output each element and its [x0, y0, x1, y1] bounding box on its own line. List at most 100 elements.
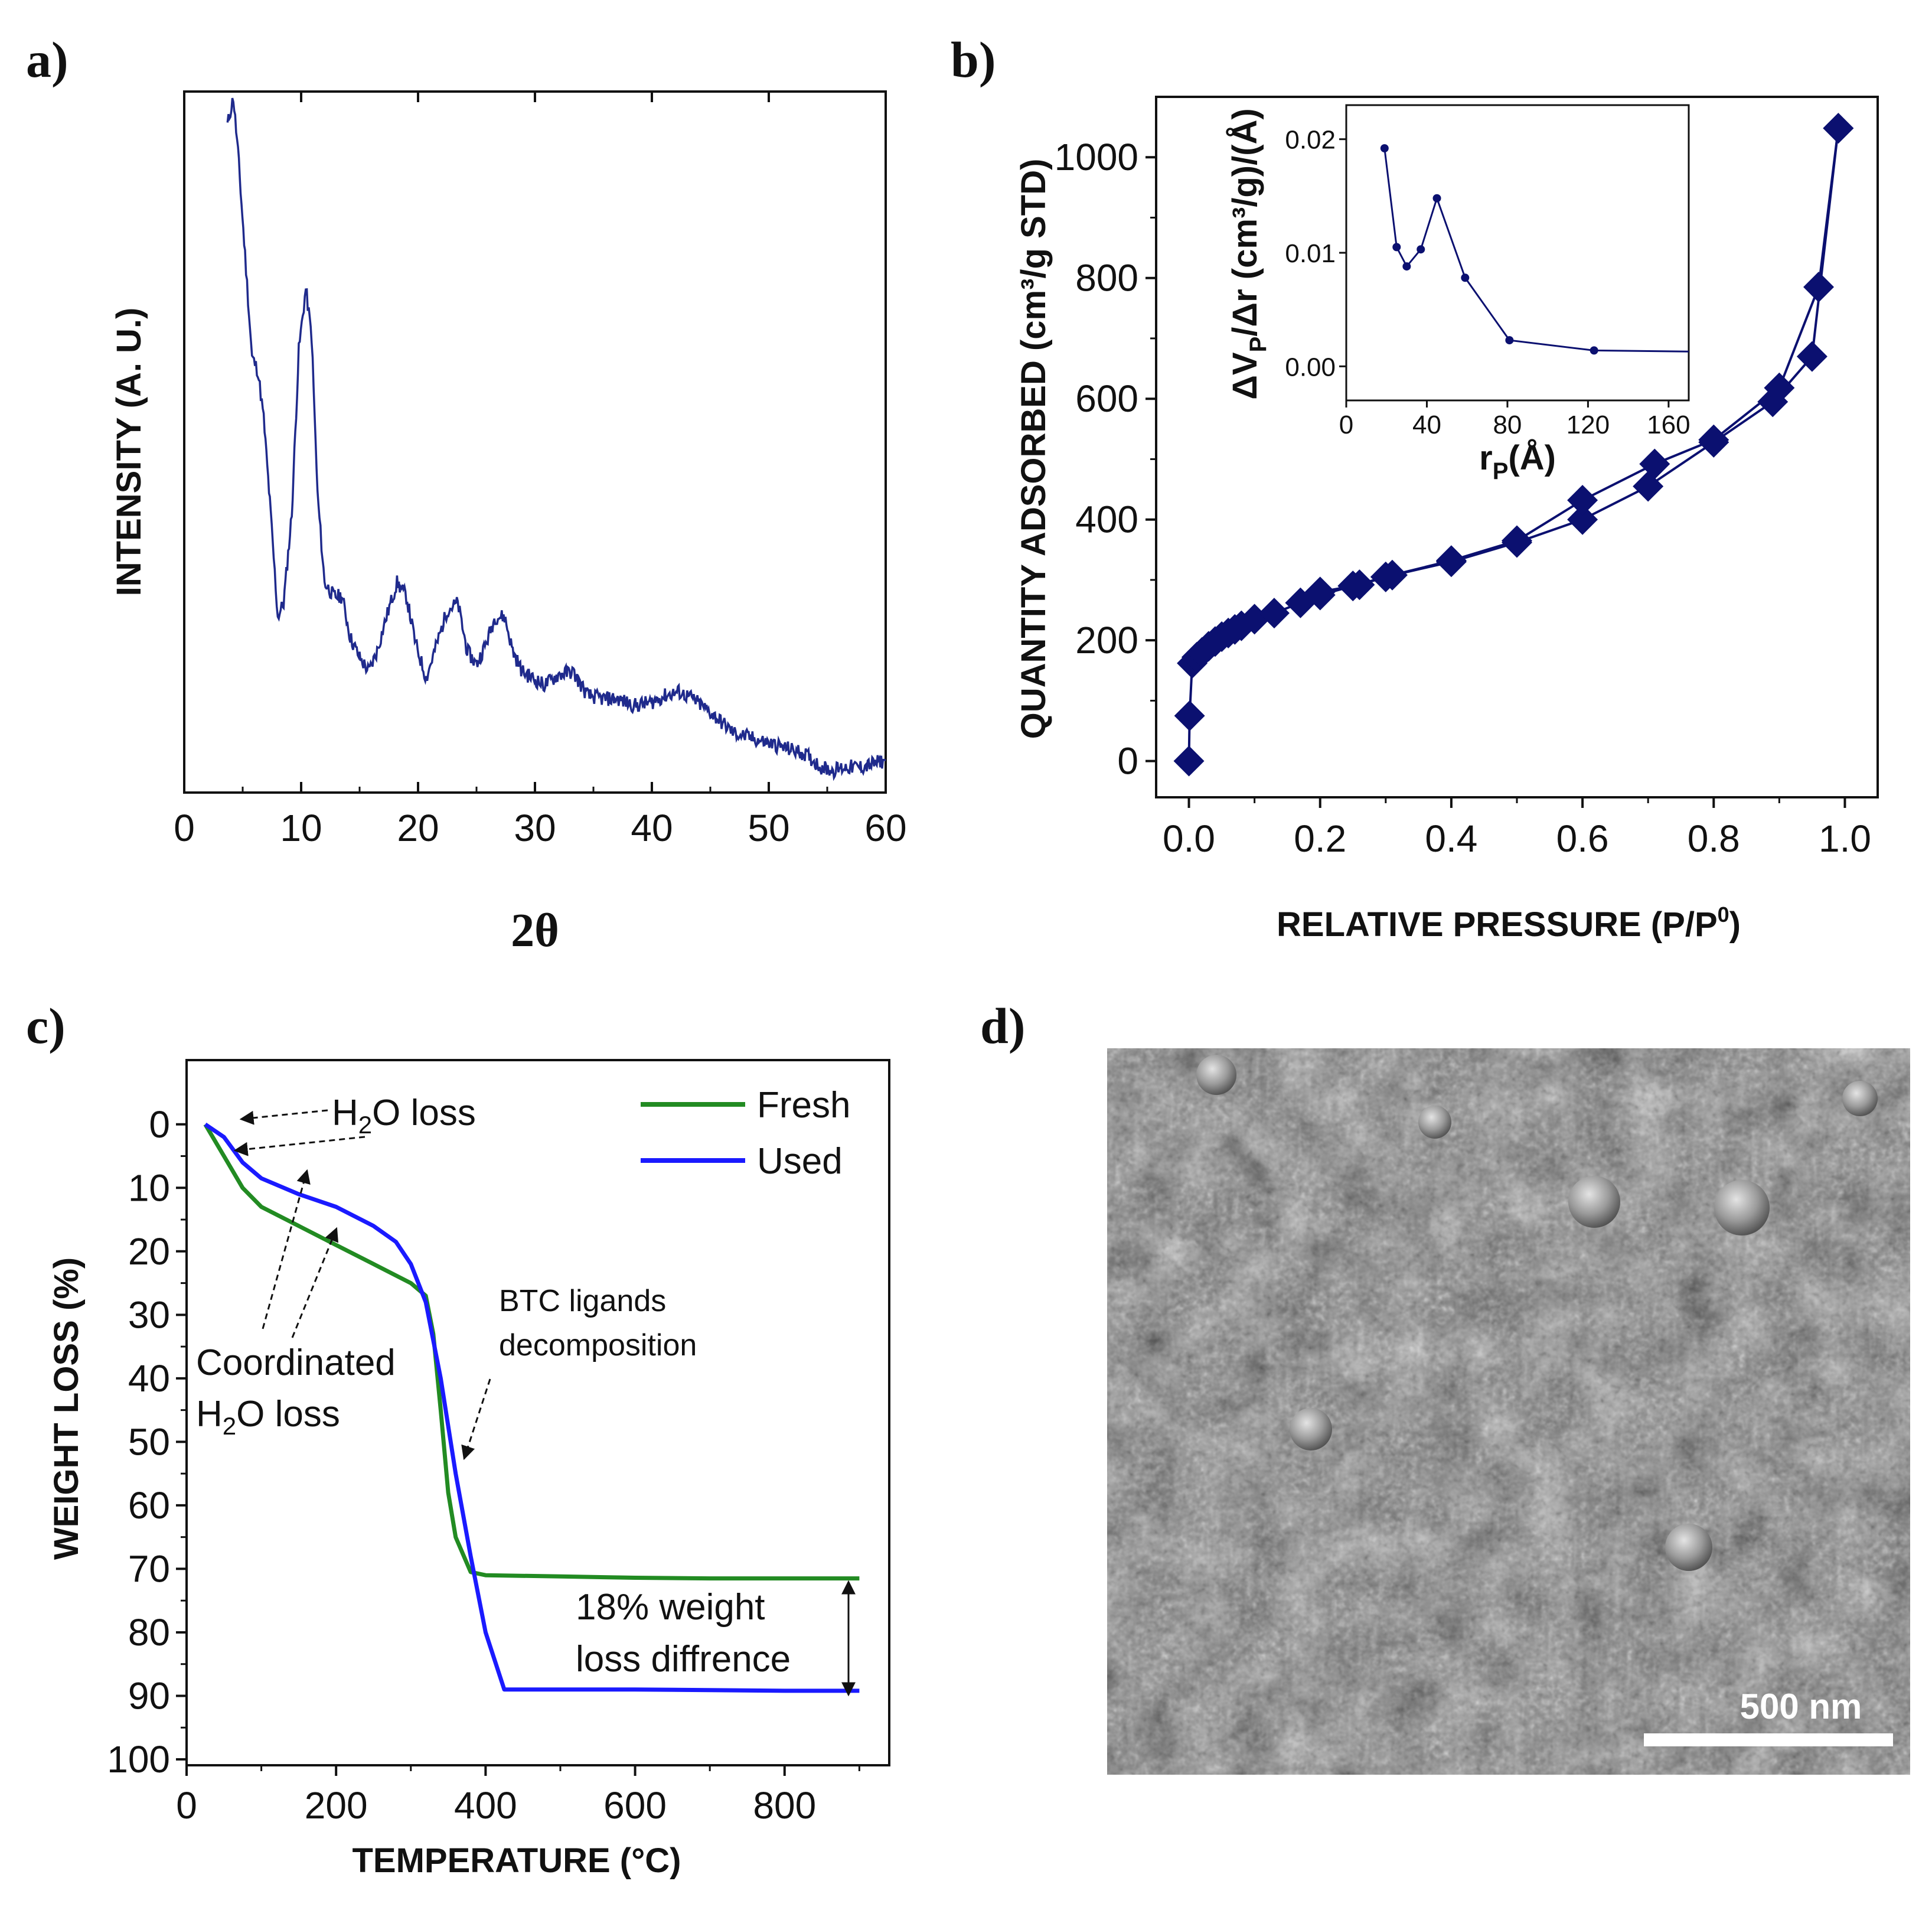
isotherm-desorption-point [1803, 272, 1835, 303]
y-tick-label: 200 [1075, 619, 1138, 661]
x-tick-label: 40 [631, 807, 673, 849]
annotation-diff-line2: loss diffrence [576, 1639, 791, 1680]
isotherm-desorption-point [1502, 525, 1532, 556]
y-tick-label: 70 [128, 1547, 170, 1590]
y-tick-label: 0 [1117, 740, 1138, 783]
pore-distribution-point [1417, 245, 1425, 254]
isotherm-adsorption-point [1633, 471, 1664, 502]
x-tick-label: 0.2 [1294, 817, 1346, 860]
inset-x-axis-title-main: r [1479, 439, 1493, 477]
sem-particle [1196, 1055, 1236, 1095]
inset-x-tick-label: 160 [1647, 410, 1690, 439]
arrow-coordinated-used [262, 1169, 311, 1329]
arrow-btc [461, 1378, 491, 1461]
annotation-btc-line2: decomposition [499, 1328, 697, 1362]
x-tick-label: 600 [603, 1784, 667, 1827]
arrow-h2o-fresh [233, 1136, 365, 1156]
inset-y-axis-title-main: ΔV [1226, 352, 1264, 400]
y-tick-label: 600 [1075, 377, 1138, 420]
isotherm-adsorption-point [1258, 598, 1290, 629]
panel-a-x-ticks: 0 10 20 30 40 50 60 [174, 92, 907, 849]
x-tick-label: 50 [748, 807, 789, 849]
pore-distribution-point [1505, 336, 1514, 345]
annotation-h2o-sub: 2 [358, 1111, 372, 1139]
inset-y-axis-title-end: /Δr (cm³/g)/(Å) [1226, 108, 1264, 336]
isotherm-desorption-point [1304, 576, 1336, 608]
sem-particle [1418, 1106, 1451, 1139]
panel-b-y-axis-title: QUANTITY ADSORBED (cm³/g STD) [1014, 159, 1053, 739]
panel-c-ticks: 0 200 400 600 800 0 10 20 30 40 50 60 70 80 90 100 [107, 1103, 860, 1827]
panel-b-x-axis-title-end: ) [1729, 905, 1741, 944]
panel-a-y-axis-title: INTENSITY (A. U.) [110, 308, 148, 596]
arrow-h2o-used [239, 1109, 328, 1125]
pore-distribution-point [1380, 144, 1389, 153]
x-tick-label: 0.0 [1163, 817, 1215, 860]
panel-d-label: d) [980, 997, 1025, 1054]
isotherm-desorption-point [1376, 559, 1408, 591]
x-tick-label: 0 [176, 1784, 197, 1827]
sem-particle [1714, 1180, 1770, 1236]
panel-c-label: c) [26, 997, 66, 1054]
pore-distribution-point [1590, 346, 1598, 355]
annotation-h2o-loss: H2O loss [332, 1093, 476, 1139]
x-tick-label: 0.8 [1688, 817, 1740, 860]
panel-b-x-axis-title-sup: 0 [1718, 902, 1729, 927]
panel-c-x-axis-title: TEMPERATURE (°C) [353, 1841, 681, 1880]
isotherm-desorption-point [1435, 545, 1467, 576]
y-tick-label: 1000 [1055, 136, 1138, 178]
isotherm-adsorption-point [1567, 504, 1598, 535]
y-tick-label: 100 [107, 1738, 170, 1781]
pore-distribution-point [1392, 243, 1401, 252]
annotation-btc-line1: BTC ligands [499, 1284, 666, 1318]
inset-x-tick-label: 80 [1493, 410, 1522, 439]
panel-a-series [226, 97, 886, 781]
panel-a: a) 0 10 20 30 40 50 60 INTENSITY (A. U.) 2θ [26, 31, 907, 957]
x-tick-label: 400 [454, 1784, 517, 1827]
xrd-pattern-line [226, 97, 886, 781]
pore-distribution-point [1461, 273, 1470, 282]
isotherm-desorption-point [1698, 424, 1729, 455]
scale-bar-label: 500 nm [1740, 1687, 1862, 1726]
annotation-coord-h: H [196, 1394, 223, 1435]
isotherm-adsorption-point [1173, 745, 1205, 777]
panel-c-plot-frame [185, 1059, 890, 1766]
annotation-h2o-rest: O loss [372, 1093, 476, 1133]
x-tick-label: 1.0 [1819, 817, 1871, 860]
sem-particle [1568, 1176, 1620, 1228]
tga-used-line [204, 1122, 860, 1693]
inset-x-axis-title-end: (Å) [1508, 439, 1556, 477]
panel-c-series [203, 1122, 860, 1693]
y-tick-label: 80 [128, 1611, 170, 1654]
panel-a-x-axis-title: 2θ [511, 905, 559, 957]
y-tick-label: 800 [1075, 257, 1138, 299]
x-tick-label: 60 [864, 807, 906, 849]
inset-y-tick-label: 0.00 [1285, 353, 1336, 382]
y-tick-label: 20 [128, 1230, 170, 1273]
legend-fresh-label: Fresh [757, 1085, 850, 1126]
sem-particle [1842, 1081, 1878, 1116]
y-tick-label: 60 [128, 1484, 170, 1527]
inset-y-axis-title-sub: P [1245, 337, 1271, 353]
isotherm-adsorption-point [1174, 700, 1205, 731]
panel-c-legend: Fresh Used [641, 1085, 850, 1182]
panel-b-x-axis-title-main: RELATIVE PRESSURE (P/P [1277, 905, 1718, 944]
tga-fresh-line [203, 1123, 860, 1581]
panel-c-y-axis-title: WEIGHT LOSS (%) [47, 1257, 86, 1560]
panel-a-label: a) [26, 31, 68, 88]
x-tick-label: 200 [305, 1784, 368, 1827]
x-tick-label: 20 [397, 807, 439, 849]
annotation-coord-rest: O loss [236, 1394, 340, 1435]
annotation-h2o-h: H [332, 1093, 358, 1133]
inset-x-tick-label: 40 [1412, 410, 1441, 439]
isotherm-desorption-point [1639, 448, 1670, 480]
panel-c-annotations: H2O loss Coordinated H2O loss BTC ligand… [196, 1093, 856, 1697]
annotation-diff-line1: 18% weight [576, 1587, 765, 1628]
x-tick-label: 0.4 [1425, 817, 1477, 860]
sem-image [1107, 1048, 1910, 1775]
inset-y-axis-title: ΔVP/Δr (cm³/g)/(Å) [1226, 108, 1271, 400]
sem-particle [1290, 1408, 1332, 1450]
y-tick-label: 50 [128, 1420, 170, 1463]
inset-x-axis-title-sub: P [1493, 458, 1509, 484]
